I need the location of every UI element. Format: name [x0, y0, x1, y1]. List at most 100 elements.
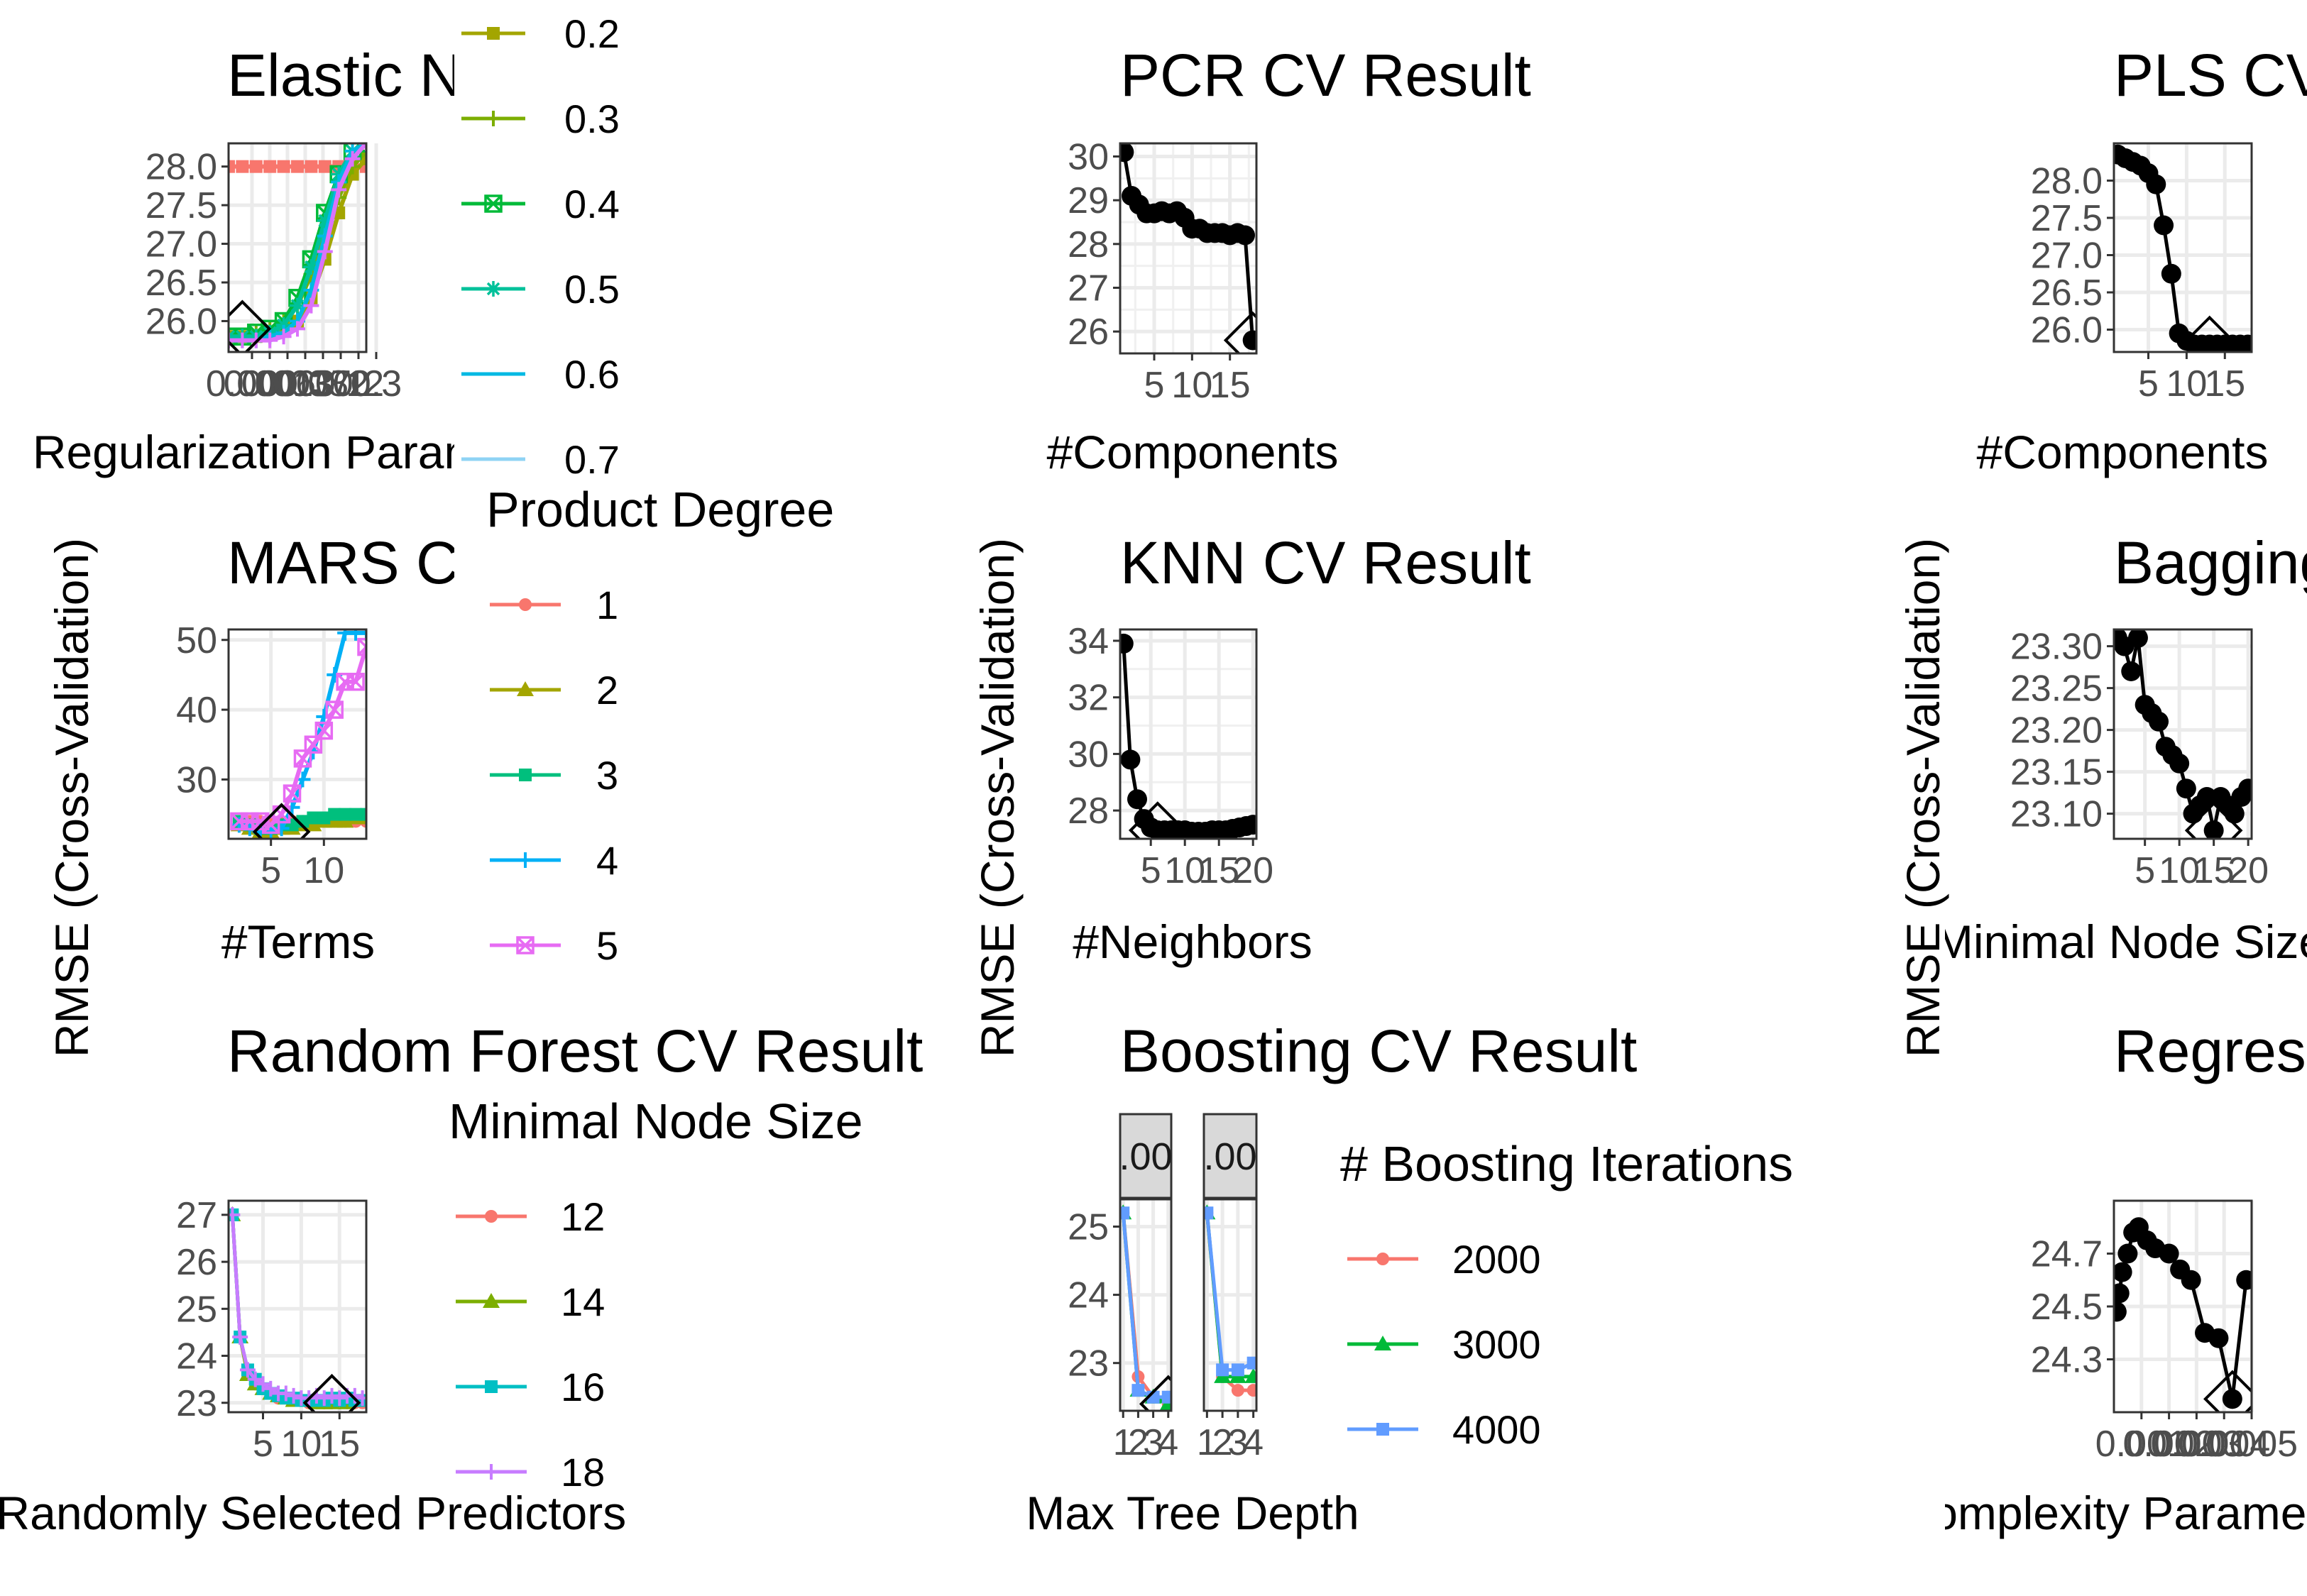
x-tick-label: 15: [2193, 850, 2235, 891]
panel-border: [227, 1199, 368, 1414]
legend-key-marker: [485, 1210, 498, 1223]
y-tick-label: 26: [1068, 312, 1109, 353]
facet-strip: 0.002: [1097, 1113, 1193, 1199]
data-point: [1246, 1356, 1256, 1370]
legend-key-marker: [485, 1380, 498, 1393]
data-point: [1244, 1367, 1256, 1383]
legend-label: 16: [561, 1365, 605, 1409]
legend-key-marker: [517, 852, 533, 868]
x-tick-label: 0.003: [2150, 1424, 2242, 1465]
y-tick-label: 28: [1068, 224, 1109, 265]
x-axis-title: #Neighbors: [1073, 915, 1313, 968]
data-point: [360, 808, 366, 821]
data-point: [2236, 1270, 2252, 1290]
legend-mars: Product Degree 1 2 3 4 5: [486, 482, 834, 968]
y-tick-label: 26: [176, 1242, 217, 1283]
x-tick-label: 3: [1143, 1422, 1163, 1463]
legend-label: 0.7: [564, 437, 620, 482]
x-tick-label: 3: [1227, 1422, 1248, 1463]
y-tick-label: 40: [176, 690, 217, 731]
strip-label: 0.005: [1182, 1135, 1278, 1178]
chart-enet: 26.026.527.027.528.0 0.0000.0060.0130.037…: [146, 142, 402, 404]
data-point: [354, 1390, 366, 1407]
y-tick-label: 23: [1068, 1343, 1109, 1385]
x-tick-label: 2: [1128, 1422, 1149, 1463]
x-tick-label: 10: [2166, 363, 2207, 404]
legend-label: 0.4: [564, 182, 620, 226]
x-tick-label: 15: [319, 1424, 360, 1465]
legend-label: 1: [596, 583, 618, 627]
data-point: [2196, 787, 2217, 807]
y-tick-label: 24.3: [2031, 1340, 2103, 1381]
x-tick-label: 10: [1171, 365, 1212, 406]
data-point: [263, 160, 277, 173]
data-point: [2181, 1270, 2201, 1290]
legend-key-marker: [487, 27, 500, 40]
x-tick-label: 0.013: [241, 363, 334, 404]
data-point: [1161, 1390, 1171, 1404]
data-point: [236, 160, 249, 173]
data-point: [2161, 263, 2181, 284]
y-tick-label: 23.10: [2010, 794, 2103, 835]
data-point: [1231, 1384, 1244, 1397]
y-title-c1: RMSE (Cross-Validation): [45, 538, 98, 1057]
data-layer: [1120, 143, 1256, 353]
series-line: [1121, 1213, 1168, 1399]
x-tick-label: 10: [2159, 850, 2200, 891]
legend-label: 12: [561, 1194, 605, 1239]
strip-background: [1119, 1113, 1173, 1199]
data-point: [1243, 815, 1256, 835]
x-axis-title: Regularization Parameter: [33, 426, 564, 478]
x-tick-label: 0.004: [2178, 1424, 2270, 1465]
y-tick-label: 30: [1068, 137, 1109, 178]
data-point: [303, 259, 319, 275]
data-point: [317, 212, 333, 229]
chart-mars: 30 40 50 5 10: [176, 620, 368, 891]
legend-key-marker: [486, 281, 501, 297]
data-point: [1120, 633, 1134, 654]
data-point: [357, 637, 366, 656]
x-axis-title: Complexity Parameter: [1898, 1487, 2307, 1539]
strip-label: 0.002: [1097, 1135, 1193, 1178]
panel-background: [2114, 143, 2252, 352]
legend-boost: # Boosting Iterations 2000 3000 4000: [1340, 1136, 1793, 1452]
panel-border: [1202, 1198, 1258, 1412]
data-layer: [229, 143, 366, 352]
y-tick-label: 34: [1068, 621, 1109, 662]
legend-label: 2: [596, 668, 618, 712]
data-layer: [2114, 144, 2252, 352]
data-point: [1127, 789, 1147, 810]
best-marker: [2184, 801, 2243, 839]
legend-key-marker: [483, 1293, 500, 1308]
y-tick-label: 23: [176, 1383, 217, 1424]
legend-key-marker: [1376, 1423, 1389, 1436]
x-tick-label: 5: [2135, 850, 2155, 891]
x-axis-title: #Components: [1977, 426, 2269, 478]
data-point: [290, 321, 305, 337]
data-point: [1242, 330, 1256, 351]
x-tick-label: 0.082: [277, 363, 369, 404]
legend-title: Product Degree: [486, 482, 834, 537]
panel-text-rf: Random Forest CV Result #Randomly Selecte…: [0, 1018, 923, 1539]
data-layer: [1120, 633, 1256, 839]
panel-border: [1119, 1198, 1173, 1412]
y-tick-label: 27: [176, 1195, 217, 1236]
x-tick-label: 0.2: [333, 363, 384, 404]
data-point: [360, 160, 366, 173]
data-point: [291, 160, 304, 173]
y-tick-label: 30: [176, 759, 217, 800]
legend-key-marker: [483, 1464, 499, 1480]
y-tick-label: 25: [176, 1289, 217, 1330]
y-axis-title: RMSE (Cross-Validation): [971, 538, 1024, 1057]
legend-label: 0.5: [564, 267, 620, 312]
data-point: [2114, 1262, 2132, 1282]
panel-text-mars: MARS CV Result #Terms: [221, 529, 454, 968]
data-point: [2169, 753, 2190, 774]
y-tick-label: 50: [176, 620, 217, 661]
legend-label: 0.2: [564, 11, 620, 56]
x-tick-label: 0.001: [2095, 1424, 2188, 1465]
legend-key-marker: [484, 194, 503, 213]
legend-label: 4000: [1452, 1407, 1541, 1452]
x-tick-label: 10: [303, 850, 344, 891]
